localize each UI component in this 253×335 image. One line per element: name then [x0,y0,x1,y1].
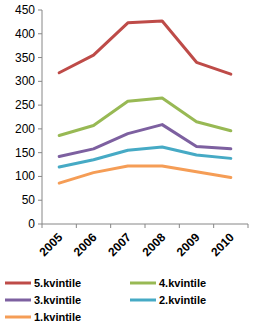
x-tick-label: 2010 [208,230,237,259]
legend-swatch [5,282,31,285]
x-tick-label: 2006 [71,230,100,259]
legend-label: 1.kvintile [34,311,81,323]
legend: 5.kvintile 4.kvintile 3.kvintile 2.kvintile… [5,277,206,323]
x-tick [145,224,146,228]
legend-swatch [5,316,31,319]
y-tick [38,57,42,58]
series-line [59,166,231,183]
y-tick [38,200,42,201]
y-tick-label: 250 [15,98,35,112]
x-tick [42,224,43,228]
legend-swatch [130,282,156,285]
y-tick-label: 300 [15,74,35,88]
x-tick [213,224,214,228]
plot-lines [59,21,231,183]
legend-label: 5.kvintile [34,277,81,289]
x-tick [179,224,180,228]
legend-label: 2.kvintile [159,294,206,306]
legend-swatch [5,299,31,302]
x-tick [110,224,111,228]
y-tick [38,224,42,225]
x-tick-label: 2009 [174,230,203,259]
y-tick-label: 200 [15,122,35,136]
y-tick [38,152,42,153]
y-tick-label: 150 [15,146,35,160]
legend-swatch [130,299,156,302]
y-tick-label: 350 [15,51,35,65]
x-tick [248,224,249,228]
y-tick [38,105,42,106]
series-line [59,125,231,157]
y-tick [38,81,42,82]
legend-label: 4.kvintile [159,277,206,289]
y-tick-label: 400 [15,27,35,41]
series-line [59,147,231,167]
y-tick-label: 450 [15,3,35,17]
y-tick-label: 0 [28,217,35,231]
y-axis [42,10,43,224]
y-tick [38,33,42,34]
y-tick-label: 100 [15,169,35,183]
chart: 0501001502002503003504004502005200620072… [0,0,253,335]
y-tick-label: 50 [22,193,36,207]
y-tick [38,128,42,129]
x-tick [76,224,77,228]
legend-label: 3.kvintile [34,294,81,306]
series-line [59,21,231,74]
y-tick [38,10,42,11]
x-tick-label: 2005 [37,230,66,259]
y-tick [38,176,42,177]
x-tick-label: 2008 [140,230,169,259]
x-tick-label: 2007 [105,230,134,259]
